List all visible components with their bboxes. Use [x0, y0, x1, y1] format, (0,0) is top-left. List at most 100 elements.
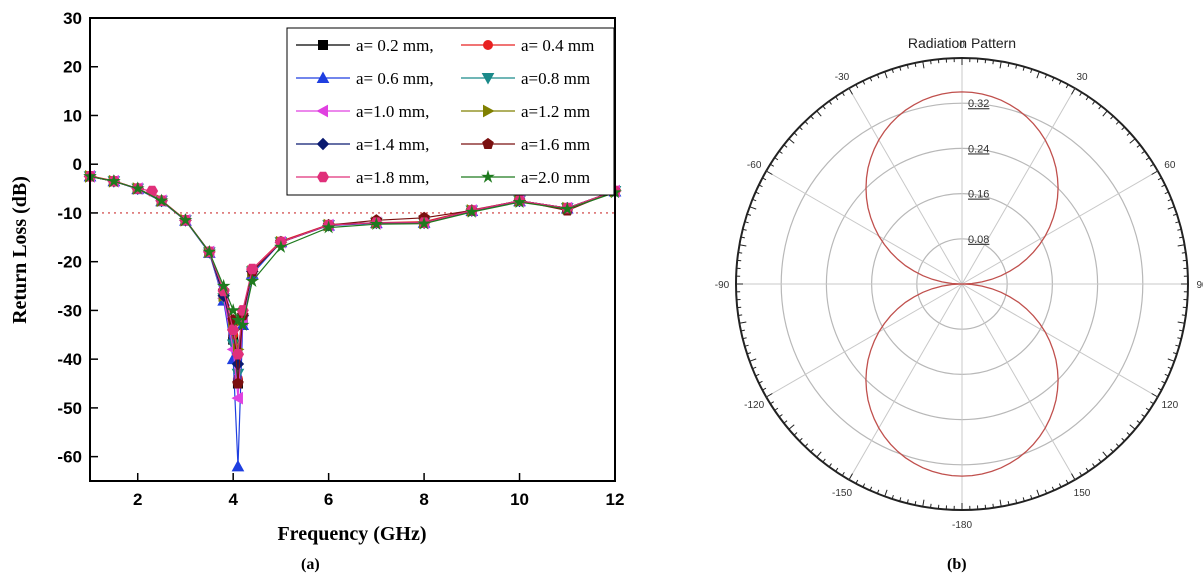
polar-tick — [1161, 380, 1166, 384]
polar-tick — [740, 236, 745, 239]
polar-tick — [762, 387, 767, 391]
polar-tick — [1141, 150, 1146, 154]
polar-tick — [816, 110, 822, 117]
radial-tick-label: 0.32 — [968, 98, 989, 110]
polar-tick — [1098, 458, 1102, 463]
legend-item: a=1.0 mm, — [296, 102, 429, 121]
y-tick-label: 0 — [73, 155, 82, 174]
caption-a: (a) — [301, 556, 320, 573]
return-loss-chart: 2 4 6 8 10 12 30 20 10 0 -10 -20 -30 -40 -50 -60 Freque… — [9, 9, 624, 545]
polar-tick — [1065, 84, 1069, 89]
angle-label: -120 — [744, 400, 764, 411]
polar-tick — [891, 68, 894, 74]
polar-tick — [1126, 132, 1131, 136]
polar-tick — [1164, 373, 1169, 377]
polar-tick — [1141, 414, 1146, 418]
axis-ticks-layer: 2 4 6 8 10 12 30 20 10 0 -10 -20 -30 -40 -50 -60 — [57, 9, 624, 509]
polar-tick — [1102, 451, 1108, 458]
polar-tick — [1167, 366, 1172, 370]
y-tick-label: -30 — [57, 301, 82, 320]
y-tick-label: 10 — [63, 106, 82, 125]
polar-tick — [1136, 144, 1141, 148]
polar-tick — [749, 206, 757, 210]
data-point — [369, 216, 384, 230]
polar-tick — [752, 198, 757, 202]
polar-tick — [1044, 74, 1048, 79]
polar-tick — [1145, 157, 1150, 161]
polar-tick — [828, 100, 832, 105]
polar-tick — [810, 115, 814, 120]
data-point — [216, 278, 231, 292]
data-point — [417, 216, 431, 230]
polar-tick — [841, 92, 845, 96]
polar-tick — [999, 61, 1002, 69]
series-line — [89, 175, 616, 467]
polar-tick — [740, 329, 745, 332]
polar-tick — [758, 380, 763, 384]
polar-tick — [1102, 110, 1108, 117]
polar-tick — [1036, 489, 1040, 497]
polar-tick — [1126, 432, 1131, 436]
polar-tick — [1181, 314, 1186, 316]
legend-item: a=1.4 mm, — [296, 135, 429, 154]
polar-tick — [1092, 100, 1096, 105]
polar-tick — [884, 489, 888, 497]
polar-tick — [1172, 213, 1178, 216]
polar-spoke — [961, 88, 1076, 285]
y-tick-label: 30 — [63, 9, 82, 28]
data-point — [202, 244, 217, 258]
polar-tick — [774, 407, 779, 411]
polar-tick — [841, 472, 845, 476]
legend-item: a=1.2 mm — [461, 102, 590, 121]
polar-tick — [758, 184, 763, 188]
data-point — [464, 204, 479, 218]
polar-tick — [783, 144, 788, 148]
polar-spoke — [961, 170, 1158, 285]
polar-tick — [1007, 62, 1010, 67]
polar-grid — [735, 57, 1189, 511]
x-tick-label: 4 — [228, 490, 238, 509]
polar-tick — [739, 244, 747, 247]
polar-tick — [1051, 77, 1055, 82]
polar-spoke — [961, 283, 1076, 480]
polar-tick — [822, 105, 826, 110]
polar-tick — [876, 74, 880, 79]
polar-tick — [1121, 437, 1125, 442]
polar-tick — [1177, 244, 1185, 247]
polar-tick — [788, 424, 795, 430]
polar-tick — [869, 486, 873, 491]
series-line — [89, 175, 616, 355]
legend-item: a=1.6 mm — [461, 135, 590, 154]
angle-label: -150 — [832, 488, 852, 499]
data-point — [235, 317, 250, 331]
polar-tick — [1015, 64, 1018, 69]
data-point — [130, 181, 145, 195]
polar-tick — [992, 503, 994, 508]
polar-tick — [770, 163, 774, 167]
angle-label: 120 — [1162, 400, 1179, 411]
polar-tick — [738, 314, 743, 316]
legend-marker — [318, 40, 328, 50]
polar-tick — [1085, 96, 1089, 101]
data-point — [178, 213, 193, 227]
polar-tick — [891, 494, 894, 500]
polar-tick — [1151, 393, 1158, 398]
polar-tick — [1151, 170, 1158, 175]
polar-tick — [1179, 236, 1184, 239]
angle-label: 60 — [1164, 160, 1176, 171]
polar-tick — [746, 213, 752, 216]
polar-tick — [906, 499, 909, 504]
polar-tick — [1085, 467, 1089, 472]
angle-label: 0 — [959, 40, 965, 51]
polar-tick — [762, 177, 767, 181]
legend-label: a=1.2 mm — [521, 102, 590, 121]
angle-label: 90 — [1196, 280, 1203, 291]
polar-tick — [1110, 115, 1114, 120]
data-point — [231, 391, 243, 405]
polar-tick — [1022, 497, 1025, 502]
legend-marker — [482, 137, 494, 149]
series-line — [89, 175, 616, 399]
polar-tick — [1177, 321, 1185, 324]
polar-tick — [835, 467, 839, 472]
polar-tick — [1065, 479, 1069, 484]
